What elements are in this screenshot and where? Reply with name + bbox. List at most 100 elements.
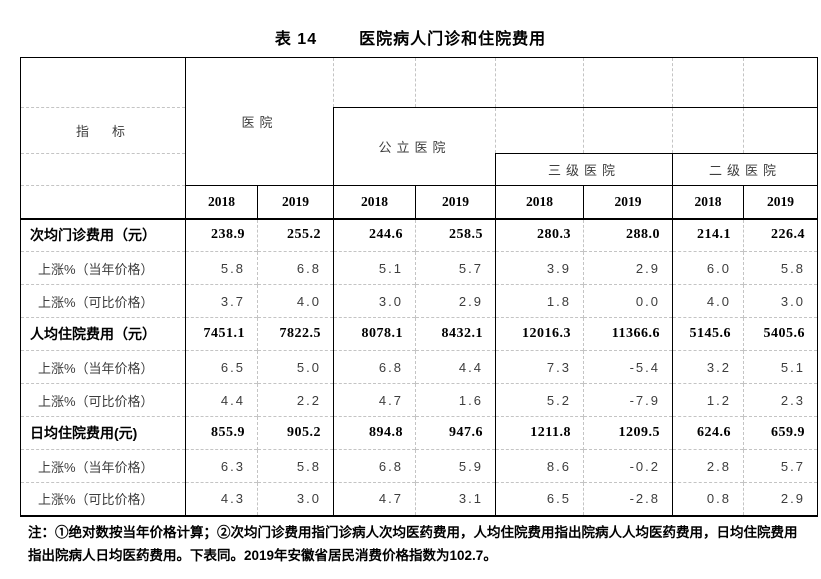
data-cell: 8432.1 xyxy=(415,317,496,351)
data-cell: 6.5 xyxy=(495,482,584,516)
data-cell: 3.0 xyxy=(257,482,334,516)
header-row-years: 2018 2019 2018 2019 2018 2019 2018 2019 xyxy=(20,185,818,219)
data-cell: 5.8 xyxy=(185,251,258,285)
data-cell: 258.5 xyxy=(415,217,496,252)
data-cell: 2.2 xyxy=(257,383,334,417)
header-spacer-cell xyxy=(583,107,673,154)
data-cell: 624.6 xyxy=(672,416,744,450)
data-cell: 5405.6 xyxy=(743,317,818,351)
data-cell: 3.1 xyxy=(415,482,496,516)
year-header: 2019 xyxy=(415,185,496,219)
header-indicator: 指 标 xyxy=(20,107,186,154)
row-label: 日均住院费用(元) xyxy=(20,416,186,450)
data-cell: 1.6 xyxy=(415,383,496,417)
data-cell: 4.4 xyxy=(415,350,496,384)
data-cell: 4.7 xyxy=(333,383,416,417)
table-row: 上涨%（当年价格） 5.8 6.8 5.1 5.7 3.9 2.9 6.0 5.… xyxy=(20,251,818,285)
data-cell: 5145.6 xyxy=(672,317,744,351)
header-spacer-cell xyxy=(333,57,416,108)
data-cell: 5.9 xyxy=(415,449,496,483)
data-cell: 6.8 xyxy=(257,251,334,285)
data-cell: 6.8 xyxy=(333,449,416,483)
data-cell: 4.3 xyxy=(185,482,258,516)
data-cell: 280.3 xyxy=(495,217,584,252)
table-row: 日均住院费用(元) 855.9 905.2 894.8 947.6 1211.8… xyxy=(20,416,818,450)
data-cell: 3.0 xyxy=(743,284,818,318)
data-cell: 905.2 xyxy=(257,416,334,450)
header-spacer-cell xyxy=(743,57,818,108)
data-cell: -7.9 xyxy=(583,383,673,417)
table-row: 上涨%（可比价格） 4.4 2.2 4.7 1.6 5.2 -7.9 1.2 2… xyxy=(20,383,818,417)
data-cell: 4.0 xyxy=(257,284,334,318)
header-spacer-cell xyxy=(583,57,673,108)
data-cell: 5.7 xyxy=(415,251,496,285)
data-cell: 1.2 xyxy=(672,383,744,417)
data-cell: 5.1 xyxy=(743,350,818,384)
row-label: 上涨%（当年价格） xyxy=(20,449,186,483)
data-cell: 2.9 xyxy=(743,482,818,516)
data-cell: 6.0 xyxy=(672,251,744,285)
data-cell: 4.7 xyxy=(333,482,416,516)
data-cell: 4.0 xyxy=(672,284,744,318)
year-header: 2019 xyxy=(257,185,334,219)
data-cell: 244.6 xyxy=(333,217,416,252)
header-group-public-hospital: 公立医院 xyxy=(333,107,496,186)
header-group-hospital: 医院 xyxy=(185,57,334,186)
data-cell: 288.0 xyxy=(583,217,673,252)
header-row-2: 指 标 公立医院 xyxy=(20,107,818,186)
data-cell: 5.1 xyxy=(333,251,416,285)
row-label: 上涨%（当年价格） xyxy=(20,350,186,384)
data-cell: 11366.6 xyxy=(583,317,673,351)
table-note: 注：①绝对数按当年价格计算；②次均门诊费用指门诊病人次均医药费用，人均住院费用指… xyxy=(28,525,798,563)
header-spacer-cell xyxy=(415,57,496,108)
row-label: 次均门诊费用（元） xyxy=(20,217,186,252)
header-spacer-cell xyxy=(20,153,186,186)
table-title-text: 医院病人门诊和住院费用 xyxy=(359,31,547,48)
header-spacer-cell xyxy=(495,107,584,154)
data-cell: 2.9 xyxy=(415,284,496,318)
data-cell: 6.5 xyxy=(185,350,258,384)
data-cell: 12016.3 xyxy=(495,317,584,351)
data-cell: 4.4 xyxy=(185,383,258,417)
header-spacer-cell xyxy=(495,57,584,108)
header-spacer-cell xyxy=(672,107,744,154)
year-header: 2019 xyxy=(743,185,818,219)
data-cell: 3.9 xyxy=(495,251,584,285)
table-title: 表 14 医院病人门诊和住院费用 xyxy=(0,25,821,49)
data-cell: 3.0 xyxy=(333,284,416,318)
data-cell: 1209.5 xyxy=(583,416,673,450)
data-cell: 894.8 xyxy=(333,416,416,450)
row-label: 上涨%（可比价格） xyxy=(20,383,186,417)
data-cell: 1.8 xyxy=(495,284,584,318)
data-cell: 5.2 xyxy=(495,383,584,417)
data-cell: 0.8 xyxy=(672,482,744,516)
year-header: 2019 xyxy=(583,185,673,219)
data-cell: 2.3 xyxy=(743,383,818,417)
table-row: 上涨%（可比价格） 4.3 3.0 4.7 3.1 6.5 -2.8 0.8 2… xyxy=(20,482,818,516)
data-cell: 8.6 xyxy=(495,449,584,483)
data-cell: 1211.8 xyxy=(495,416,584,450)
data-cell: 2.8 xyxy=(672,449,744,483)
year-header: 2018 xyxy=(495,185,584,219)
data-cell: 0.0 xyxy=(583,284,673,318)
header-row-3: 三级医院 二级医院 xyxy=(20,153,818,186)
header-spacer-cell xyxy=(743,107,818,154)
data-cell: 7.3 xyxy=(495,350,584,384)
header-group-secondary-hospital: 二级医院 xyxy=(672,153,818,186)
data-cell: 5.0 xyxy=(257,350,334,384)
year-header: 2018 xyxy=(185,185,258,219)
data-cell: 255.2 xyxy=(257,217,334,252)
header-row-1: 医院 xyxy=(21,57,818,186)
row-label: 上涨%（可比价格） xyxy=(20,284,186,318)
data-cell: 3.7 xyxy=(185,284,258,318)
data-cell: -5.4 xyxy=(583,350,673,384)
header-spacer-cell xyxy=(672,57,744,108)
data-cell: -0.2 xyxy=(583,449,673,483)
table-row: 次均门诊费用（元） 238.9 255.2 244.6 258.5 280.3 … xyxy=(20,217,818,252)
data-cell: 6.3 xyxy=(185,449,258,483)
data-cell: 6.8 xyxy=(333,350,416,384)
table-row: 上涨%（可比价格） 3.7 4.0 3.0 2.9 1.8 0.0 4.0 3.… xyxy=(20,284,818,318)
data-cell: 238.9 xyxy=(185,217,258,252)
row-label: 人均住院费用（元） xyxy=(20,317,186,351)
